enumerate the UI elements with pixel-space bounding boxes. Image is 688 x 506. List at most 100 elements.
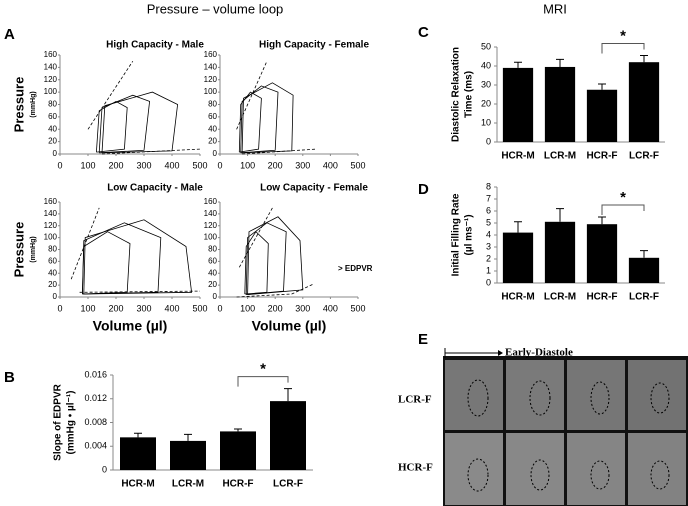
y-axis-label: (mmHg • µl⁻¹) [66, 391, 77, 455]
x-tick-label: 0 [217, 160, 222, 170]
y-tick-label: 160 [204, 50, 218, 59]
y-axis-label: Time (ms) [464, 71, 475, 118]
panel-letter: A [4, 26, 15, 43]
pv-relation [242, 148, 317, 155]
y-tick-label: 120 [204, 221, 218, 230]
contour [590, 381, 610, 415]
y-axis-label: Pressure [11, 77, 26, 133]
pv-relation [236, 283, 314, 298]
y-tick-label: 40 [208, 268, 217, 277]
error-bar [514, 61, 522, 68]
pv-loop [245, 222, 287, 295]
y-tick-label: 20 [48, 280, 57, 289]
arrow-label: Early-Diastole [505, 347, 573, 359]
pv-relation [79, 290, 201, 293]
y-tick-label: 1 [486, 265, 491, 275]
x-tick-label: HCR-F [586, 292, 617, 303]
pv-relation [236, 61, 268, 130]
x-tick-label: 500 [350, 160, 365, 170]
significance-bracket [601, 204, 645, 215]
mri-frame [567, 360, 625, 430]
bar [586, 224, 618, 283]
x-axis-label: Volume (µl) [252, 318, 327, 334]
y-tick-label: 10 [481, 117, 491, 127]
bar [586, 89, 618, 142]
y-tick-label: 140 [204, 62, 218, 71]
bar [544, 221, 576, 283]
y-tick-label: 0 [53, 149, 58, 158]
mri-frame [628, 360, 686, 430]
y-axis-unit: (mmHg) [30, 91, 37, 117]
pv-loop [96, 100, 128, 153]
y-tick-label: 60 [48, 256, 57, 265]
x-tick-label: 100 [80, 160, 95, 170]
pv-loop [244, 231, 269, 295]
y-tick-label: 160 [44, 50, 58, 59]
x-tick-label: LCR-F [629, 151, 659, 162]
mri-frame [506, 433, 564, 505]
contour [650, 460, 670, 490]
mri-frame [445, 433, 503, 505]
x-tick-label: 500 [192, 160, 207, 170]
x-tick-label: 0 [57, 303, 62, 313]
y-tick-label: 0.012 [84, 393, 107, 403]
pv-relation [101, 148, 201, 155]
significance-label: * [260, 361, 266, 378]
pv-loop [238, 91, 262, 153]
x-tick-label: LCR-M [544, 151, 576, 162]
y-tick-label: 0.004 [84, 441, 107, 451]
y-axis-label: Diastolic Relaxation [451, 47, 462, 142]
y-tick-label: 40 [48, 268, 57, 277]
significance-label: * [620, 189, 626, 206]
pv-loop [82, 222, 162, 295]
bar [220, 431, 256, 470]
annotation: > EDPVR [338, 264, 373, 273]
error-bar [598, 216, 606, 225]
x-tick-label: 0 [57, 160, 62, 170]
y-tick-label: 140 [44, 62, 58, 71]
error-bar [514, 221, 522, 233]
pv-loop [83, 219, 193, 295]
x-tick-label: HCR-F [222, 479, 253, 490]
y-tick-label: 4 [486, 229, 491, 239]
y-tick-label: 80 [208, 100, 217, 109]
y-tick-label: 0 [213, 292, 218, 301]
y-tick-label: 160 [44, 197, 58, 206]
bar [170, 440, 206, 470]
row-label: HCR-F [398, 462, 433, 474]
y-tick-label: 40 [208, 124, 217, 133]
pv-loop [82, 231, 131, 295]
y-tick-label: 0 [486, 136, 491, 146]
y-tick-label: 60 [208, 112, 217, 121]
y-axis-label: Slope of EDPVR [53, 383, 64, 460]
pv-relation [87, 60, 134, 130]
y-tick-label: 60 [208, 256, 217, 265]
y-tick-label: 120 [44, 221, 58, 230]
y-tick-label: 0.016 [84, 369, 107, 379]
panel-letter: C [418, 24, 429, 41]
y-axis-unit: (mmHg) [30, 236, 37, 262]
x-tick-label: LCR-M [544, 292, 576, 303]
panel-letter: D [418, 181, 429, 198]
bar [628, 257, 660, 283]
x-tick-label: LCR-F [273, 479, 303, 490]
row-label: LCR-F [398, 394, 432, 406]
y-tick-label: 50 [481, 41, 491, 51]
y-tick-label: 8 [486, 181, 491, 191]
x-tick-label: 200 [108, 160, 123, 170]
x-tick-label: LCR-M [172, 479, 204, 490]
y-tick-label: 20 [208, 137, 217, 146]
y-tick-label: 160 [204, 197, 218, 206]
x-tick-label: 100 [240, 303, 255, 313]
x-tick-label: 300 [136, 160, 151, 170]
pv-relation [70, 207, 100, 280]
y-tick-label: 100 [204, 233, 218, 242]
pv-loop [101, 91, 179, 154]
x-tick-label: 100 [240, 160, 255, 170]
y-tick-label: 80 [48, 245, 57, 254]
pv-loop [240, 85, 279, 154]
y-tick-label: 0 [102, 464, 107, 474]
y-tick-label: 30 [481, 79, 491, 89]
y-tick-label: 5 [486, 217, 491, 227]
